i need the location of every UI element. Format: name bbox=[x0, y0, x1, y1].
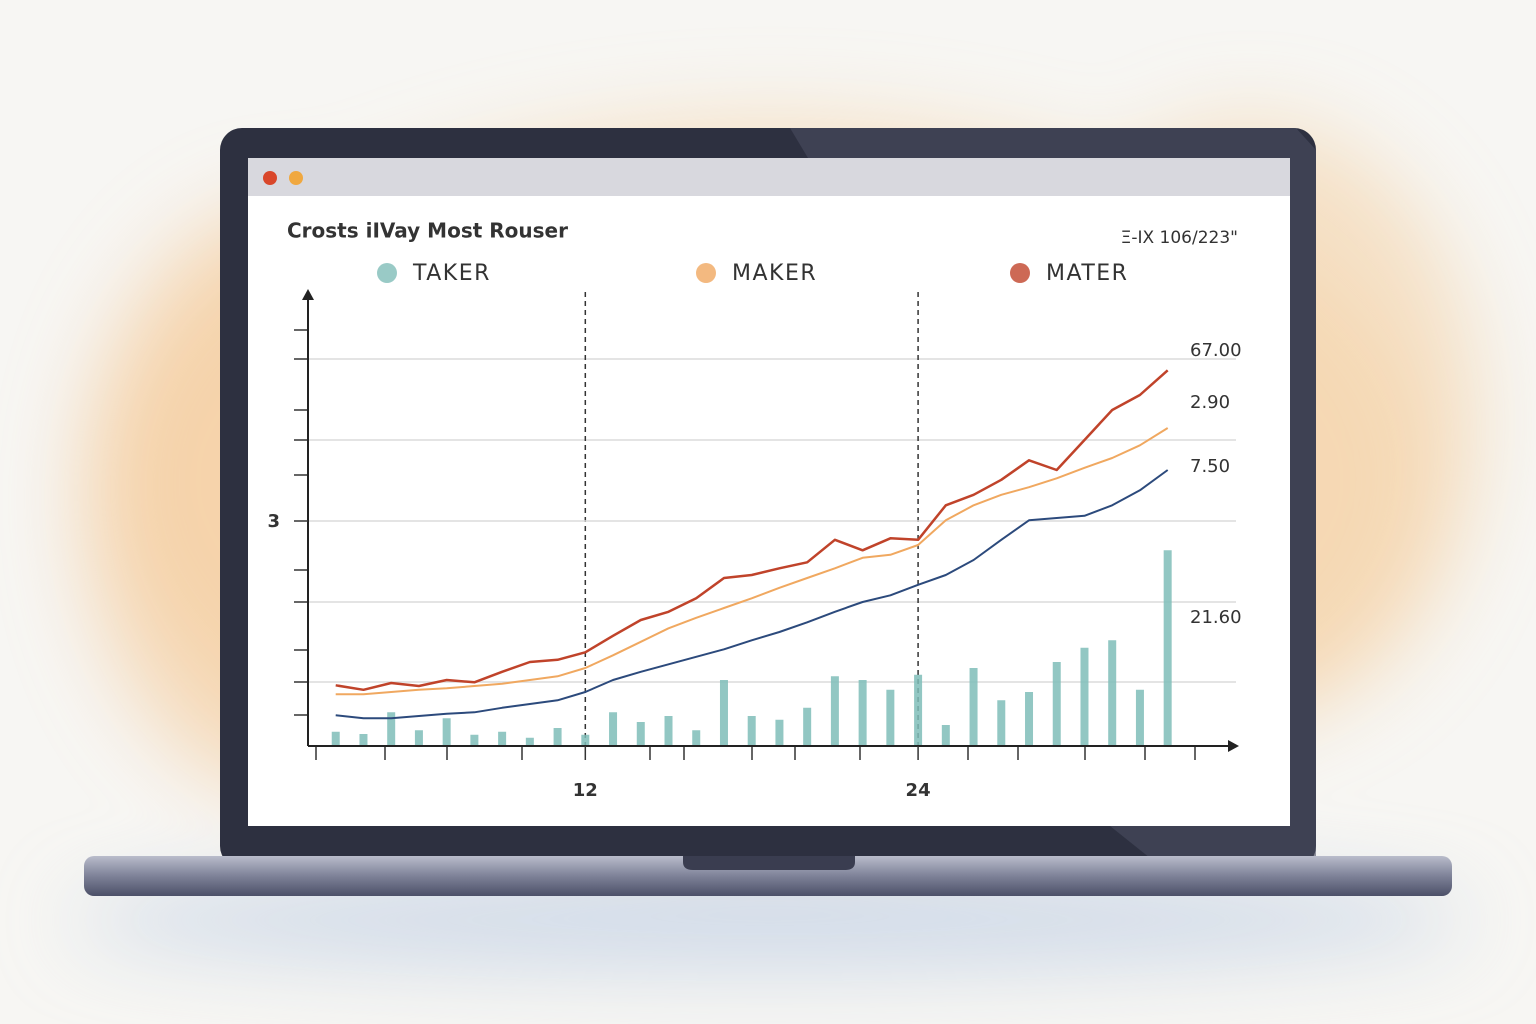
window-button bbox=[289, 171, 303, 185]
bar bbox=[692, 730, 701, 746]
minor-ticks bbox=[294, 329, 1196, 760]
bar bbox=[941, 725, 950, 746]
bar bbox=[1135, 689, 1144, 746]
bar bbox=[664, 716, 673, 746]
annotation: 7.50 bbox=[1190, 456, 1230, 477]
bar bbox=[719, 680, 728, 746]
plot bbox=[308, 292, 1236, 746]
bar bbox=[858, 680, 867, 746]
legend-label: MAKER bbox=[732, 261, 817, 286]
x-tick-label: 12 bbox=[573, 780, 598, 801]
laptop-notch bbox=[683, 856, 855, 870]
bar bbox=[525, 737, 534, 746]
bar bbox=[498, 731, 507, 746]
bar bbox=[914, 674, 923, 746]
bar bbox=[747, 716, 756, 746]
legend-swatch bbox=[377, 263, 397, 283]
laptop-base bbox=[84, 856, 1452, 896]
bar bbox=[331, 731, 340, 746]
bar bbox=[1080, 647, 1089, 746]
bar bbox=[553, 728, 562, 746]
annotation: 2.90 bbox=[1190, 392, 1230, 413]
bar bbox=[414, 730, 423, 746]
bar bbox=[442, 718, 451, 746]
bar bbox=[803, 707, 812, 746]
browser-bar bbox=[248, 158, 1290, 196]
legend-swatch bbox=[696, 263, 716, 283]
bar bbox=[1025, 692, 1034, 746]
annotation: 21.60 bbox=[1190, 607, 1242, 628]
bar bbox=[969, 668, 978, 746]
bar bbox=[581, 734, 590, 746]
bar bbox=[387, 712, 396, 746]
series-line bbox=[335, 369, 1169, 692]
bar bbox=[775, 719, 784, 746]
legend-label: MATER bbox=[1046, 261, 1128, 286]
bar bbox=[886, 689, 895, 746]
x-tick-label: 24 bbox=[906, 780, 931, 801]
chart-title: Crosts iIVay Most Rouser bbox=[287, 219, 568, 243]
bar bbox=[609, 712, 618, 746]
screen bbox=[248, 196, 1290, 826]
y-tick-label: 3 bbox=[267, 511, 280, 532]
chart-subtitle: Ξ-IX 106/223" bbox=[1121, 228, 1238, 248]
legend-swatch bbox=[1010, 263, 1030, 283]
bar bbox=[1163, 550, 1172, 746]
series-line bbox=[335, 427, 1169, 696]
bar bbox=[997, 700, 1006, 746]
bar bbox=[1052, 662, 1061, 746]
bar bbox=[359, 734, 368, 746]
bar bbox=[470, 734, 479, 746]
bar bbox=[830, 676, 839, 746]
series-line bbox=[335, 469, 1169, 720]
legend-label: TAKER bbox=[412, 261, 491, 286]
axes bbox=[302, 289, 1239, 752]
bar bbox=[1108, 640, 1117, 746]
window-button bbox=[263, 171, 277, 185]
bar bbox=[636, 722, 645, 746]
annotation: 67.00 bbox=[1190, 340, 1242, 361]
